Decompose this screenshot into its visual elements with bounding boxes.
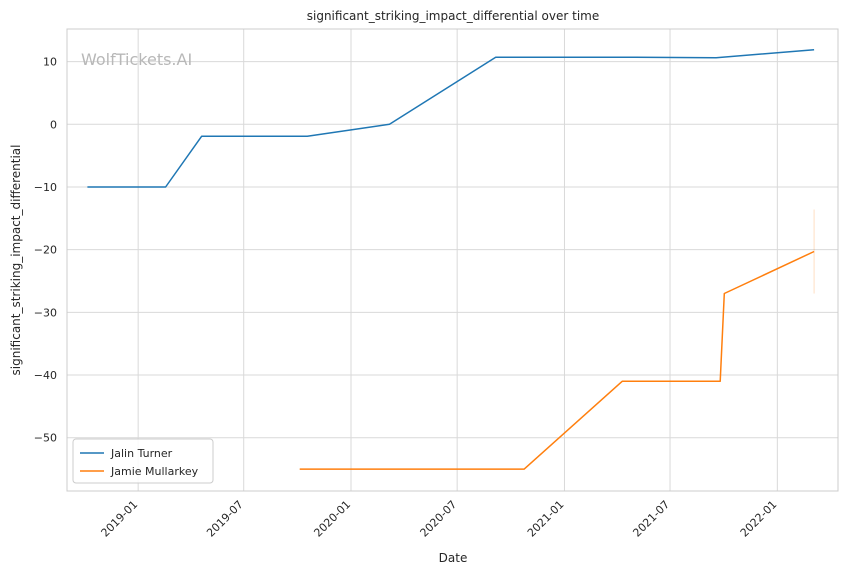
y-tick-label: −50 (34, 432, 57, 445)
legend-label: Jamie Mullarkey (110, 465, 199, 478)
y-tick-label: −40 (34, 369, 57, 382)
y-tick-label: 10 (43, 56, 57, 69)
legend-box (72, 438, 214, 484)
y-tick-label: −30 (34, 306, 57, 319)
y-tick-label: −10 (34, 181, 57, 194)
legend-label: Jalin Turner (110, 447, 173, 460)
y-axis-title: significant_striking_impact_differential (9, 145, 23, 376)
watermark: WolfTickets.AI (81, 50, 192, 69)
series-line-1 (299, 250, 815, 470)
x-axis-title: Date (439, 551, 468, 565)
legend: Jalin Turner Jamie Mullarkey (72, 438, 214, 484)
y-tick-label: −20 (34, 244, 57, 257)
chart-title: significant_striking_impact_differential… (307, 9, 599, 23)
y-tick-label: 0 (50, 118, 57, 131)
series-line-0 (87, 48, 815, 188)
plot-frame (66, 28, 839, 492)
